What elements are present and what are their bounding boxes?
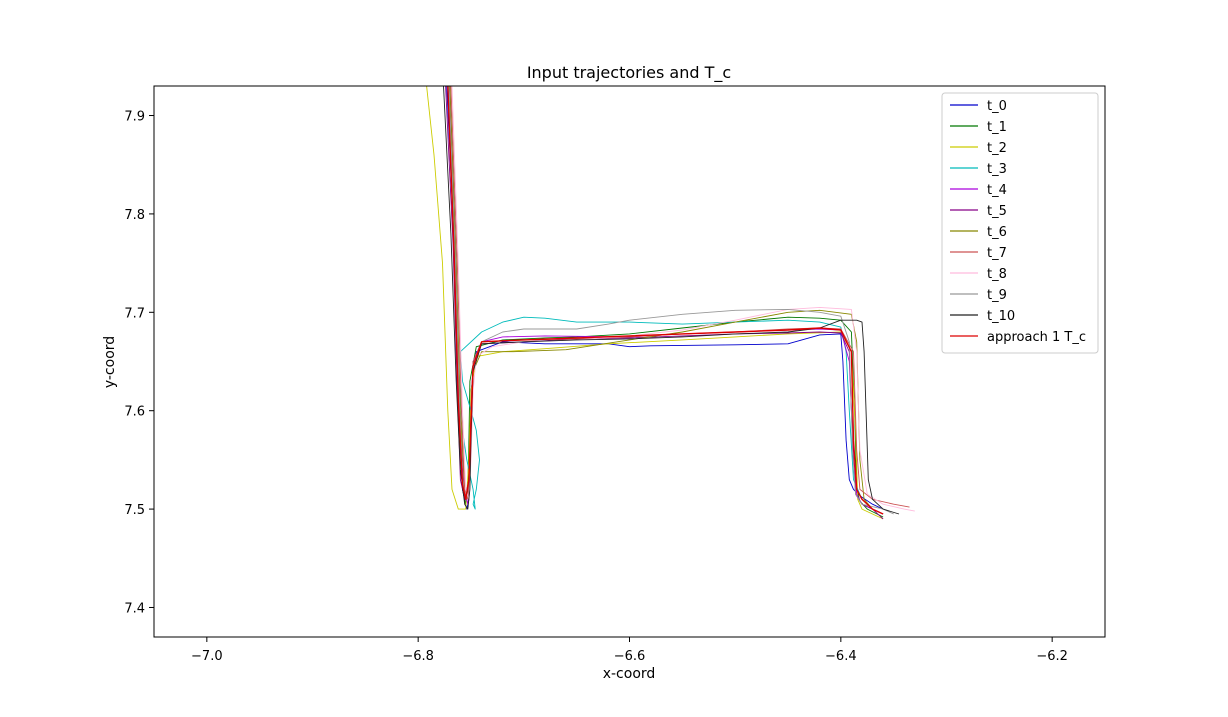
legend-label: t_0 [987, 99, 1007, 114]
y-tick-label: 7.7 [124, 306, 145, 321]
legend-label: t_8 [987, 267, 1007, 282]
legend-label: approach 1 T_c [987, 330, 1086, 345]
series-line-t_7 [450, 86, 910, 508]
legend-label: t_9 [987, 288, 1007, 303]
series-line-t_2 [426, 86, 884, 520]
series-line-t_0 [446, 86, 884, 510]
series-line-t_10 [443, 86, 900, 515]
legend-label: t_7 [987, 246, 1007, 261]
legend-label: t_3 [987, 162, 1007, 177]
x-tick-label: −6.2 [1036, 649, 1068, 664]
plot-area [426, 86, 915, 520]
x-tick-label: −6.4 [825, 649, 857, 664]
axes: −7.0 −6.8 −6.6 −6.4 −6.2 7.4 7.5 7.6 7.7 7.8 7.9 [124, 110, 1068, 664]
chart-title: Input trajectories and T_c [527, 63, 731, 83]
series-line-t_5 [445, 86, 884, 520]
legend: t_0 t_1 t_2 t_3 t_4 t_5 t_6 t_7 t_8 t_9 t_10approa… [941, 92, 1099, 354]
series-line-approach 1 T_c [447, 86, 884, 515]
legend-label: t_10 [987, 309, 1015, 324]
y-tick-label: 7.8 [124, 208, 145, 223]
y-tick-label: 7.6 [124, 405, 145, 420]
x-tick-label: −6.6 [614, 649, 646, 664]
x-axis-label: x-coord [603, 666, 656, 682]
series-line-t_4 [449, 86, 884, 515]
y-axis-label: y-coord [102, 336, 118, 388]
series-line-t_6 [449, 86, 884, 515]
series-line-t_8 [451, 86, 915, 512]
series-line-t_1 [448, 86, 884, 518]
y-tick-label: 7.4 [124, 601, 145, 616]
legend-label: t_4 [987, 183, 1007, 198]
y-tick-label: 7.9 [124, 110, 145, 125]
series-line-t_9 [448, 86, 894, 515]
legend-label: t_2 [987, 141, 1007, 156]
x-tick-label: −7.0 [191, 649, 223, 664]
legend-label: t_6 [987, 225, 1007, 240]
legend-label: t_1 [987, 120, 1007, 135]
legend-label: t_5 [987, 204, 1007, 219]
legend-box [941, 92, 1099, 354]
y-tick-label: 7.5 [124, 503, 145, 518]
series-line-t_3 [447, 86, 884, 515]
x-tick-label: −6.8 [402, 649, 434, 664]
